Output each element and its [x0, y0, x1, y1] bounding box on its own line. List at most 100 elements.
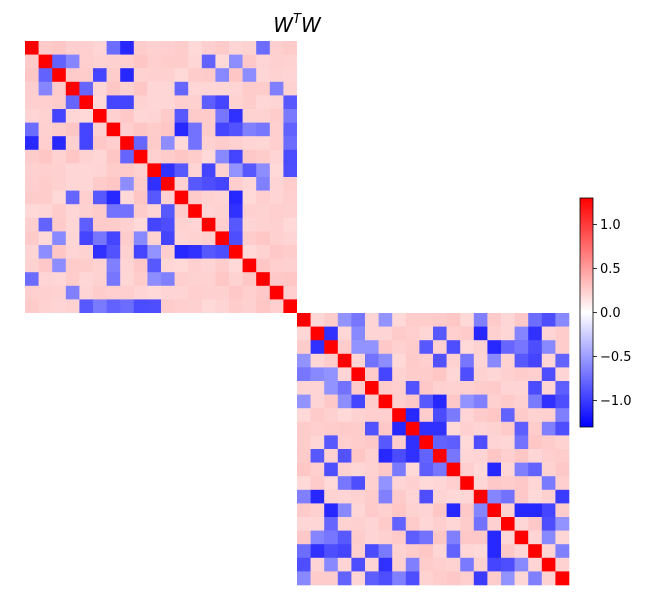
heatmap-cell	[120, 95, 135, 110]
heatmap-cell	[229, 313, 243, 327]
heatmap-cell	[65, 408, 80, 423]
heatmap-cell	[365, 81, 379, 96]
heatmap-cell	[79, 571, 94, 586]
heatmap-cell	[147, 503, 162, 518]
heatmap-cell	[256, 517, 271, 531]
heatmap-cell	[52, 95, 67, 110]
heatmap-cell	[120, 217, 135, 232]
heatmap-cell	[147, 149, 162, 164]
heatmap-cell	[52, 353, 67, 368]
heatmap-cell	[133, 190, 148, 205]
heatmap-cell	[120, 54, 135, 69]
heatmap-cell	[25, 421, 39, 436]
heatmap-cell	[528, 489, 543, 504]
heatmap-cell	[174, 285, 189, 300]
heatmap-cell	[514, 245, 529, 259]
heatmap-cell	[419, 285, 434, 300]
heatmap-cell	[365, 367, 379, 382]
heatmap-cell	[337, 381, 352, 395]
heatmap-cell	[365, 517, 379, 531]
heatmap-cell	[38, 245, 53, 259]
heatmap-cell	[188, 231, 203, 246]
heatmap-cell	[52, 258, 67, 273]
heatmap-cell	[405, 544, 420, 559]
heatmap-cell	[201, 163, 216, 178]
heatmap-cell	[25, 476, 39, 491]
heatmap-cell	[405, 81, 420, 96]
heatmap-cell	[392, 285, 407, 300]
heatmap-cell	[79, 394, 94, 409]
heatmap-cell	[161, 326, 175, 341]
heatmap-cell	[446, 81, 461, 96]
heatmap-cell	[297, 245, 311, 259]
heatmap-cell	[106, 149, 121, 164]
heatmap-cell	[229, 54, 243, 69]
heatmap-cell	[25, 163, 39, 178]
heatmap-cell	[242, 109, 257, 123]
heatmap-cell	[351, 544, 366, 559]
heatmap-cell	[297, 285, 311, 300]
heatmap-cell	[38, 258, 53, 273]
heatmap-cell	[555, 530, 570, 545]
heatmap-cell	[188, 394, 203, 409]
heatmap-cell	[120, 476, 135, 491]
heatmap-cell	[93, 95, 107, 110]
heatmap-cell	[365, 530, 379, 545]
heatmap-cell	[229, 435, 243, 450]
heatmap-cell	[528, 95, 543, 110]
heatmap-cell	[38, 109, 53, 123]
heatmap-cell	[514, 285, 529, 300]
heatmap-cell	[487, 313, 502, 327]
heatmap-cell	[106, 503, 121, 518]
heatmap-cell	[460, 353, 475, 368]
heatmap-cell	[351, 353, 366, 368]
heatmap-cell	[161, 557, 175, 572]
heatmap-cell	[106, 449, 121, 463]
heatmap-cell	[120, 517, 135, 531]
heatmap-cell	[174, 122, 189, 137]
heatmap-cell	[79, 326, 94, 341]
heatmap-cell	[52, 54, 67, 69]
heatmap-cell	[487, 340, 502, 355]
heatmap-cell	[473, 217, 488, 232]
heatmap-cell	[242, 163, 257, 178]
heatmap-cell	[161, 517, 175, 531]
heatmap-cell	[378, 544, 393, 559]
heatmap-cell	[229, 462, 243, 477]
heatmap-cell	[229, 476, 243, 491]
heatmap-cell	[25, 109, 39, 123]
heatmap-cell	[473, 408, 488, 423]
heatmap-cell	[201, 136, 216, 151]
heatmap-cell	[256, 449, 271, 463]
heatmap-cell	[405, 204, 420, 219]
heatmap-cell	[378, 517, 393, 531]
heatmap-cell	[324, 272, 339, 287]
heatmap-cell	[378, 285, 393, 300]
heatmap-cell	[52, 41, 67, 55]
heatmap-cell	[473, 353, 488, 368]
heatmap-cell	[120, 313, 135, 327]
heatmap-cell	[106, 272, 121, 287]
heatmap-cell	[215, 81, 230, 96]
heatmap-cell	[52, 367, 67, 382]
heatmap-cell	[161, 571, 175, 586]
heatmap-cell	[174, 557, 189, 572]
heatmap-cell	[106, 163, 121, 178]
heatmap-cell	[25, 462, 39, 477]
heatmap-cell	[351, 217, 366, 232]
heatmap-cell	[147, 285, 162, 300]
heatmap-cell	[106, 204, 121, 219]
heatmap-cell	[541, 109, 556, 123]
heatmap-cell	[433, 408, 447, 423]
heatmap-cell	[460, 394, 475, 409]
heatmap-cell	[256, 394, 271, 409]
heatmap-cell	[365, 326, 379, 341]
heatmap-cell	[161, 217, 175, 232]
heatmap-cell	[229, 190, 243, 205]
heatmap-cell	[188, 149, 203, 164]
heatmap-cell	[52, 476, 67, 491]
heatmap-cell	[215, 394, 230, 409]
heatmap-cell	[460, 557, 475, 572]
heatmap-cell	[38, 217, 53, 232]
heatmap-cell	[52, 190, 67, 205]
